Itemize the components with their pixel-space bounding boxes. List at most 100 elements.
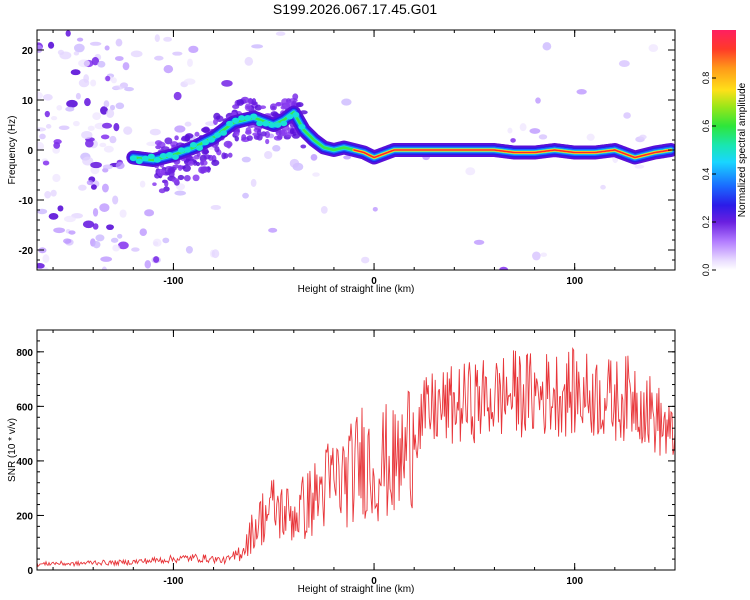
colorbar-tick-label: 0.0 <box>701 264 711 277</box>
spectrogram-scatter <box>37 30 659 270</box>
noise-blob <box>124 86 134 92</box>
ridge-blob <box>244 115 252 121</box>
noise-blob <box>199 160 205 166</box>
noise-blob <box>112 244 120 252</box>
noise-blob <box>194 131 200 137</box>
noise-blob <box>538 134 548 140</box>
noise-blob <box>106 109 115 118</box>
noise-blob <box>183 78 196 85</box>
noise-blob <box>149 128 161 136</box>
spectrogram-ytick-label: 20 <box>22 46 34 57</box>
colorbar: 0.0 0.2 0.4 0.6 0.8 Normalized spectral ampl… <box>701 30 748 276</box>
snr-series <box>37 347 675 568</box>
noise-blob <box>152 238 162 247</box>
noise-blob <box>275 31 286 36</box>
noise-blob <box>202 149 210 155</box>
noise-blob <box>84 98 91 107</box>
ridge-blob <box>292 111 300 118</box>
noise-blob <box>244 56 254 66</box>
noise-blob <box>100 134 110 140</box>
noise-blob <box>101 122 113 129</box>
noise-blob <box>92 223 99 230</box>
noise-blob <box>56 105 63 111</box>
noise-blob <box>37 91 43 100</box>
ridge-blob <box>256 120 264 127</box>
noise-blob <box>99 203 110 212</box>
ridge-blob <box>153 157 161 163</box>
noise-blob <box>44 190 52 199</box>
noise-blob <box>177 164 183 171</box>
noise-blob <box>201 127 210 133</box>
noise-blob <box>639 134 647 140</box>
noise-blob <box>106 224 114 231</box>
noise-blob <box>280 105 286 110</box>
noise-blob <box>241 134 247 141</box>
noise-blob <box>185 245 193 254</box>
noise-blob <box>73 51 80 56</box>
noise-blob <box>102 164 113 170</box>
noise-blob <box>91 56 100 66</box>
noise-blob <box>153 256 160 263</box>
spectrogram-xtick-label: 0 <box>371 276 377 287</box>
noise-blob <box>42 254 50 263</box>
spectrogram-ytick-label: 10 <box>22 96 34 107</box>
snr-ytick-label: 800 <box>16 348 33 359</box>
noise-blob <box>221 152 227 160</box>
noise-blob <box>144 209 155 217</box>
noise-blob <box>320 206 328 214</box>
snr-xtick-label: 0 <box>371 576 377 587</box>
noise-blob <box>268 227 278 233</box>
snr-panel: -100 0 100 0 200 400 600 800 Height of straight… <box>7 329 676 595</box>
noise-blob <box>42 93 53 101</box>
noise-blob <box>275 102 282 107</box>
noise-blob <box>203 154 211 160</box>
noise-blob <box>87 125 95 131</box>
noise-blob <box>139 228 147 236</box>
spectrogram-ytick-label: 0 <box>27 146 33 157</box>
noise-blob <box>245 127 252 134</box>
noise-blob <box>163 65 174 74</box>
noise-blob <box>234 135 239 142</box>
snr-ytick-label: 600 <box>16 402 33 413</box>
noise-blob <box>576 89 587 95</box>
noise-blob <box>82 156 94 166</box>
noise-blob <box>211 159 220 166</box>
noise-blob <box>174 125 186 133</box>
noise-blob <box>72 120 80 127</box>
noise-blob <box>226 141 232 149</box>
noise-blob <box>57 49 65 55</box>
noise-blob <box>164 137 173 145</box>
noise-blob <box>254 104 262 111</box>
noise-blob <box>75 92 81 100</box>
noise-blob <box>244 103 252 112</box>
noise-blob <box>250 178 257 187</box>
noise-blob <box>144 260 152 269</box>
snr-ytick-label: 0 <box>27 566 33 577</box>
ridge-blob <box>214 132 222 138</box>
noise-blob <box>510 138 516 143</box>
noise-blob <box>131 247 140 252</box>
noise-blob <box>542 42 552 51</box>
noise-blob <box>648 44 659 53</box>
noise-blob <box>73 43 85 53</box>
noise-blob <box>119 209 127 218</box>
colorbar-label: Normalized spectral amplitude <box>737 82 748 217</box>
noise-blob <box>251 44 264 49</box>
noise-blob <box>53 227 66 234</box>
noise-blob <box>82 220 95 229</box>
colorbar-gradient <box>712 30 736 270</box>
noise-blob <box>78 59 90 68</box>
noise-blob <box>187 58 193 68</box>
noise-blob <box>83 74 90 83</box>
spectrogram-ridge <box>126 105 675 167</box>
noise-blob <box>110 77 117 84</box>
noise-blob <box>57 205 64 212</box>
noise-blob <box>115 38 123 47</box>
noise-blob <box>618 60 630 67</box>
noise-blob <box>264 151 273 160</box>
ridge-blob <box>262 120 270 127</box>
noise-blob <box>227 152 233 158</box>
ridge-blob <box>141 155 149 162</box>
snr-frame <box>36 329 676 571</box>
